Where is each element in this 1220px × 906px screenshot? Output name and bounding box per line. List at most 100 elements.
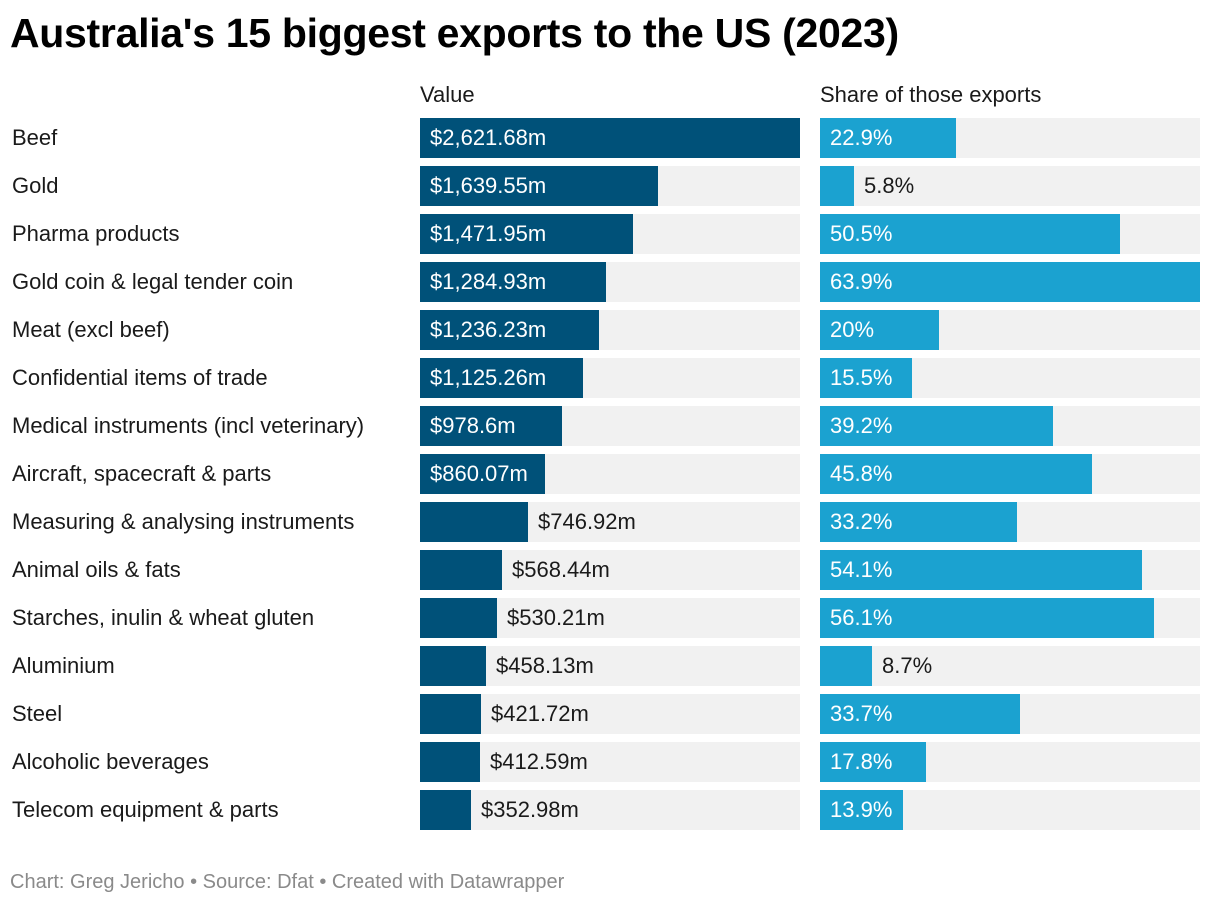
- share-data-label: 45.8%: [830, 461, 893, 486]
- value-bar: [420, 214, 633, 254]
- bar-row: Telecom equipment & parts $352.98m 13.9%: [0, 790, 1220, 830]
- value-bar-track: $352.98m: [420, 790, 800, 830]
- value-bar: [420, 550, 502, 590]
- value-bar: [420, 454, 545, 494]
- value-data-label: $568.44m: [512, 557, 610, 582]
- share-bar: [820, 454, 1092, 494]
- value-bar-track: $746.92m: [420, 502, 800, 542]
- share-data-label: 8.7%: [882, 653, 933, 678]
- share-bar-track: 39.2%: [820, 406, 1200, 446]
- share-data-label: 54.1%: [830, 557, 893, 582]
- share-bar: [820, 406, 1053, 446]
- bar-row: Pharma products $1,471.95m 50.5%: [0, 214, 1220, 254]
- share-data-label: 33.2%: [830, 509, 893, 534]
- value-bar: [420, 742, 480, 782]
- value-bar: [420, 694, 481, 734]
- value-bar: [420, 790, 471, 830]
- share-data-label: 20%: [830, 317, 875, 342]
- value-data-label: $1,284.93m: [430, 269, 547, 294]
- share-bar-track: 33.2%: [820, 502, 1200, 542]
- bar-row: Meat (excl beef) $1,236.23m 20%: [0, 310, 1220, 350]
- value-data-label: $412.59m: [490, 749, 588, 774]
- chart-title: Australia's 15 biggest exports to the US…: [10, 10, 899, 56]
- bar-row: Alcoholic beverages $412.59m 17.8%: [0, 742, 1220, 782]
- category-label: Telecom equipment & parts: [12, 797, 279, 822]
- share-bar-track: 56.1%: [820, 598, 1200, 638]
- bar-row: Steel $421.72m 33.7%: [0, 694, 1220, 734]
- value-bar: [420, 406, 562, 446]
- category-label: Beef: [12, 125, 58, 150]
- value-bar-track: $860.07m: [420, 454, 800, 494]
- category-label: Pharma products: [12, 221, 180, 246]
- share-column-header: Share of those exports: [820, 82, 1042, 107]
- bar-row: Medical instruments (incl veterinary) $97…: [0, 406, 1220, 446]
- value-data-label: $1,236.23m: [430, 317, 547, 342]
- value-bar-track: $978.6m: [420, 406, 800, 446]
- share-bar: [820, 694, 1020, 734]
- category-label: Aluminium: [12, 653, 115, 678]
- share-bar: [820, 166, 854, 206]
- bar-row: Aluminium $458.13m 8.7%: [0, 646, 1220, 686]
- value-bar-track: $458.13m: [420, 646, 800, 686]
- value-column-header: Value: [420, 82, 475, 107]
- share-bar-track: 8.7%: [820, 646, 1200, 686]
- value-data-label: $458.13m: [496, 653, 594, 678]
- share-bar: [820, 502, 1017, 542]
- share-bar: [820, 550, 1142, 590]
- category-label: Starches, inulin & wheat gluten: [12, 605, 315, 630]
- value-bar-track: $568.44m: [420, 550, 800, 590]
- category-label: Medical instruments (incl veterinary): [12, 413, 365, 438]
- share-data-label: 33.7%: [830, 701, 893, 726]
- share-bar-track: 63.9%: [820, 262, 1200, 302]
- bar-row: Beef $2,621.68m 22.9%: [0, 118, 1220, 158]
- value-bar-track: $1,471.95m: [420, 214, 800, 254]
- value-bar-track: $1,284.93m: [420, 262, 800, 302]
- share-bar-track: 45.8%: [820, 454, 1200, 494]
- value-data-label: $530.21m: [507, 605, 605, 630]
- bar-row: Aircraft, spacecraft & parts $860.07m 45.8…: [0, 454, 1220, 494]
- bar-row: Measuring & analysing instruments $746.92…: [0, 502, 1220, 542]
- category-label: Steel: [12, 701, 63, 726]
- category-label: Measuring & analysing instruments: [12, 509, 355, 534]
- value-data-label: $352.98m: [481, 797, 579, 822]
- category-label: Meat (excl beef): [12, 317, 170, 342]
- share-data-label: 50.5%: [830, 221, 893, 246]
- value-bar-track: $1,236.23m: [420, 310, 800, 350]
- chart-footer: Chart: Greg Jericho • Source: Dfat • Cre…: [10, 871, 565, 893]
- category-label: Confidential items of trade: [12, 365, 268, 390]
- category-label: Aircraft, spacecraft & parts: [12, 461, 272, 486]
- share-bar: [820, 262, 1200, 302]
- value-bar: [420, 598, 497, 638]
- value-data-label: $2,621.68m: [430, 125, 547, 150]
- value-bar-track: $530.21m: [420, 598, 800, 638]
- share-bar: [820, 598, 1154, 638]
- share-data-label: 13.9%: [830, 797, 893, 822]
- category-label: Animal oils & fats: [12, 557, 181, 582]
- share-bar-track: 50.5%: [820, 214, 1200, 254]
- share-bar: [820, 310, 939, 350]
- value-data-label: $978.6m: [430, 413, 516, 438]
- value-bar: [420, 358, 583, 398]
- value-bar: [420, 118, 800, 158]
- value-bar-track: $1,125.26m: [420, 358, 800, 398]
- value-data-label: $1,471.95m: [430, 221, 547, 246]
- share-data-label: 39.2%: [830, 413, 893, 438]
- value-data-label: $421.72m: [491, 701, 589, 726]
- share-bar: [820, 742, 926, 782]
- value-data-label: $746.92m: [538, 509, 636, 534]
- value-bar: [420, 166, 658, 206]
- share-data-label: 15.5%: [830, 365, 893, 390]
- value-data-label: $1,639.55m: [430, 173, 547, 198]
- value-bar: [420, 502, 528, 542]
- share-data-label: 5.8%: [864, 173, 915, 198]
- share-bar: [820, 790, 903, 830]
- share-bar: [820, 358, 912, 398]
- bar-row: Gold coin & legal tender coin $1,284.93m 6…: [0, 262, 1220, 302]
- value-bar: [420, 646, 486, 686]
- bar-row: Starches, inulin & wheat gluten $530.21m 5…: [0, 598, 1220, 638]
- share-data-label: 56.1%: [830, 605, 893, 630]
- share-bar-track: 20%: [820, 310, 1200, 350]
- value-bar-track: $412.59m: [420, 742, 800, 782]
- bar-row: Gold $1,639.55m 5.8%: [0, 166, 1220, 206]
- category-label: Gold: [12, 173, 59, 198]
